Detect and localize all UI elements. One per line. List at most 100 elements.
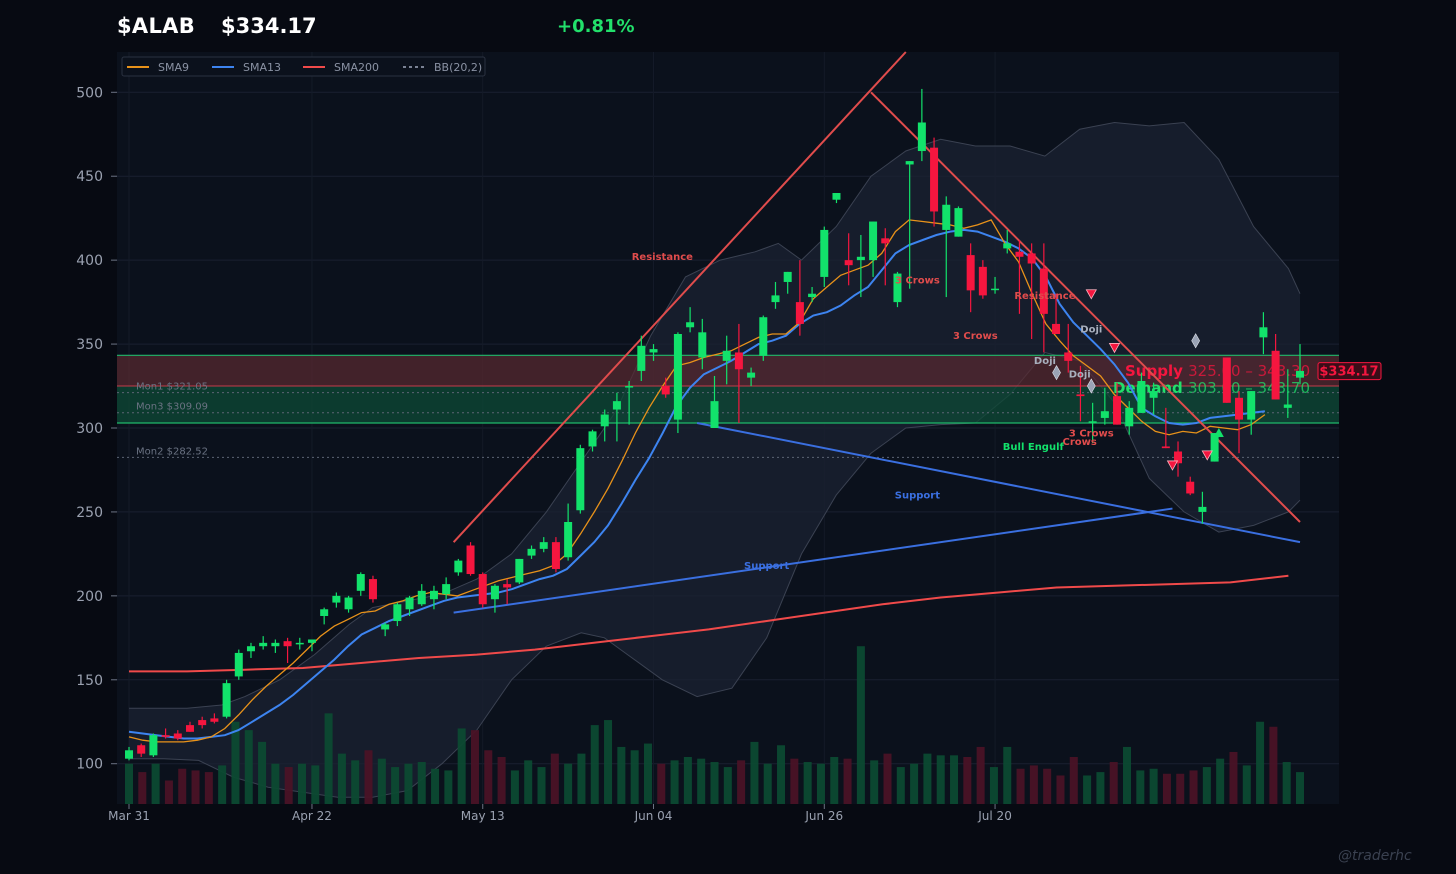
candle-body	[820, 229, 829, 277]
candle-body	[466, 545, 475, 575]
candle-body	[1039, 268, 1048, 314]
candle-body	[417, 590, 426, 605]
y-tick-label: 100	[76, 757, 103, 773]
candle-body	[1125, 407, 1134, 427]
volume-bar	[577, 753, 586, 804]
price-change-percent: +0.81%	[557, 16, 635, 37]
volume-bar	[683, 757, 692, 804]
trendline-support	[453, 507, 1173, 614]
candle-body	[1210, 433, 1219, 462]
volume-bar	[1296, 772, 1304, 804]
volume-bar	[630, 750, 639, 804]
volume-bar	[657, 763, 666, 804]
candle-body	[198, 720, 207, 726]
volume-bar	[391, 767, 400, 804]
candle-body	[1149, 391, 1158, 398]
candle-body	[588, 431, 597, 447]
candle-body	[856, 256, 865, 261]
candle-body	[747, 372, 756, 378]
trendline-resistance	[452, 51, 907, 543]
candle-body	[527, 548, 536, 556]
candle-body	[734, 352, 743, 370]
candle-body	[978, 266, 987, 296]
volume-bar	[1189, 770, 1198, 804]
annotation-label: Resistance	[632, 252, 693, 263]
bollinger-upper	[129, 121, 1301, 709]
candle-body	[942, 204, 951, 230]
candle-body	[295, 642, 304, 645]
volume-bars	[125, 646, 1304, 804]
volume-bar	[564, 763, 573, 804]
candle-body	[1052, 323, 1061, 334]
annotation-label: Support	[744, 561, 789, 572]
volume-bar	[923, 753, 932, 804]
legend-label: BB(20,2)	[434, 61, 482, 74]
candle-body	[551, 542, 560, 569]
bearish-marker	[1085, 289, 1097, 300]
volume-bar	[590, 725, 599, 804]
bearish-marker	[1201, 450, 1213, 461]
volume-bar	[311, 765, 320, 804]
candle-body	[893, 273, 902, 303]
volume-bar	[883, 753, 892, 804]
candle-body	[478, 574, 487, 605]
candle-body	[881, 238, 890, 244]
candle-body	[137, 745, 146, 754]
candle-body	[1186, 481, 1195, 494]
candle-body	[332, 595, 341, 603]
candle-body	[1027, 253, 1036, 264]
volume-bar	[790, 758, 799, 804]
volume-bar	[737, 760, 746, 804]
level-label: Mon3 $309.09	[136, 402, 208, 413]
candle-body	[795, 302, 804, 324]
volume-bar	[1123, 746, 1132, 804]
volume-bar	[337, 753, 346, 804]
candle-body	[576, 448, 585, 511]
volume-bar	[258, 741, 267, 804]
volume-bar	[1109, 762, 1118, 804]
volume-bar	[164, 780, 173, 804]
candle-body	[1015, 251, 1024, 257]
candle-body	[1259, 327, 1268, 338]
candle-body	[185, 725, 194, 732]
candle-body	[246, 646, 255, 652]
supply-zone-label: Supply 325.00 – 343.30	[1125, 362, 1310, 380]
candle-body	[125, 750, 133, 759]
level-label: Mon1 $321.05	[136, 382, 208, 393]
volume-bar	[643, 743, 652, 804]
bollinger-fill	[129, 122, 1300, 798]
bearish-marker	[1166, 460, 1179, 471]
candle-body	[283, 641, 292, 647]
candle-body	[844, 260, 853, 266]
volume-bar	[404, 763, 413, 804]
candle-body	[1003, 243, 1012, 249]
volume-bar	[351, 760, 360, 804]
chart-header: $ALAB $334.17 +0.81%	[0, 0, 1456, 52]
volume-bar	[444, 770, 453, 804]
doji-marker	[1086, 378, 1096, 394]
candle-body	[966, 255, 975, 291]
candle-body	[515, 558, 524, 583]
candle-body	[368, 579, 377, 600]
candle-body	[234, 652, 243, 677]
volume-bar	[870, 760, 879, 804]
volume-bar	[1162, 773, 1171, 804]
volume-bar	[537, 767, 546, 804]
candle-body	[1113, 396, 1122, 425]
candle-body	[661, 386, 670, 395]
x-tick-label: Jun 04	[634, 809, 673, 823]
volume-bar	[1056, 775, 1065, 804]
volume-bar	[218, 765, 227, 804]
candle-body	[759, 317, 768, 356]
candle-body	[1161, 446, 1170, 449]
pattern-markers	[1052, 289, 1224, 471]
volume-bar	[1269, 726, 1278, 804]
volume-bar	[976, 746, 985, 804]
x-axis: Mar 31 Apr 22 May 13 Jun 04 Jun 26 Jul 20	[108, 804, 1012, 823]
y-tick-label: 350	[76, 337, 103, 353]
x-tick-label: Jul 20	[977, 809, 1012, 823]
volume-bar	[1043, 768, 1052, 804]
volume-bar	[1242, 765, 1251, 804]
current-price: $334.17	[221, 14, 317, 38]
volume-bar	[1136, 770, 1145, 804]
